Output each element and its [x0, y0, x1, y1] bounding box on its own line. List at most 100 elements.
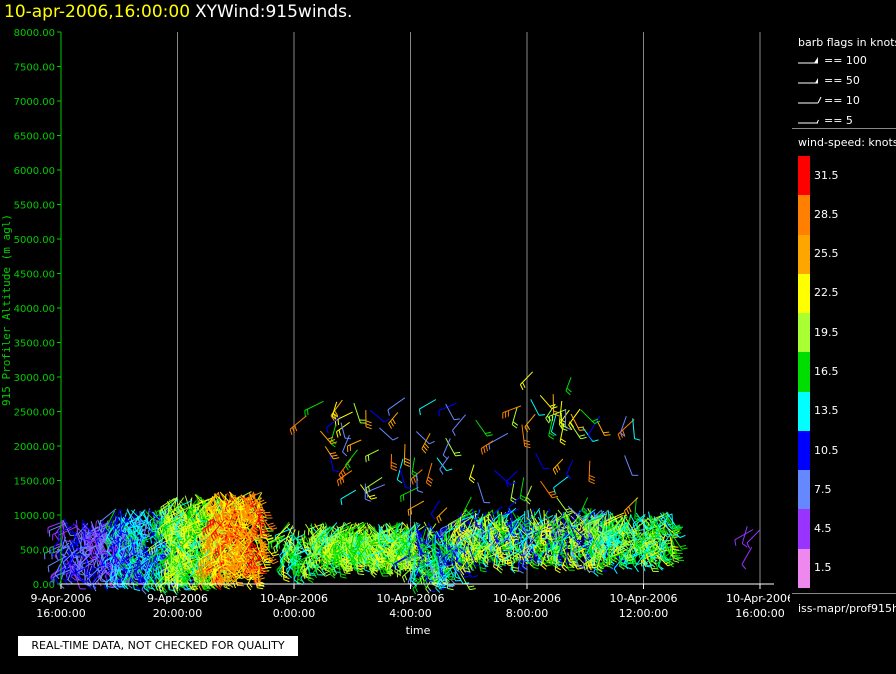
colorbar-label: 25.5: [814, 247, 839, 261]
wind-barb: [130, 538, 141, 555]
wind-barb: [225, 525, 235, 547]
wind-barb: [256, 534, 269, 551]
wind-barb: [390, 454, 397, 472]
wind-barb: [84, 541, 105, 558]
x-tick-time: 16:00:00: [735, 607, 784, 620]
y-tick-label: 5000.00: [14, 235, 55, 246]
wind-barb: [244, 565, 260, 579]
axes: [60, 32, 774, 585]
colorbar-swatch: [798, 352, 810, 393]
colorbar-swatch: [798, 195, 810, 236]
wind-barb: [65, 551, 76, 575]
wind-barb: [259, 502, 273, 519]
y-tick-label: 5500.00: [14, 201, 55, 212]
x-tick-date: 10-Apr-2006: [493, 592, 561, 605]
wind-barb: [127, 569, 134, 589]
flag-10-icon: [798, 96, 822, 104]
wind-barb: [97, 533, 112, 552]
wind-barb: [127, 521, 145, 535]
wind-barb: [47, 555, 67, 573]
wind-barb: [135, 556, 142, 578]
wind-barb: [120, 509, 127, 535]
wind-barb: [746, 529, 760, 549]
wind-barb: [230, 498, 238, 520]
wind-barb: [139, 535, 146, 557]
wind-barb: [178, 508, 188, 528]
wind-barb: [177, 545, 197, 559]
wind-barb: [118, 548, 126, 571]
speed-legend-title: wind-speed: knots: [798, 136, 896, 149]
colorbar-swatch: [798, 273, 810, 314]
wind-barb: [559, 400, 566, 426]
legend-panel: barb flags in knots == 100 == 50 == 10 =…: [792, 28, 896, 624]
wind-barb: [178, 553, 191, 574]
wind-barb: [344, 449, 358, 471]
legend-divider-bottom: [792, 593, 896, 594]
wind-barb: [92, 532, 105, 554]
grid-lines: [177, 32, 761, 584]
x-tick-time: 4:00:00: [389, 607, 431, 620]
wind-barb: [289, 415, 307, 436]
colorbar-swatch: [798, 548, 810, 589]
wind-barb: [365, 410, 372, 430]
wind-barb: [173, 549, 195, 564]
x-tick-date: 10-Apr-2006: [260, 592, 328, 605]
colorbar-label: 31.5: [814, 168, 839, 182]
wind-barb: [425, 462, 434, 487]
wind-barb: [566, 460, 574, 480]
wind-barb: [54, 522, 64, 540]
wind-barb: [617, 419, 635, 440]
wind-barb: [399, 467, 412, 489]
wind-barb: [212, 514, 226, 534]
wind-barb: [142, 510, 157, 532]
x-tick-time: 16:00:00: [36, 607, 85, 620]
wind-barb: [211, 564, 226, 578]
wind-barb: [53, 568, 72, 583]
wind-barb: [493, 469, 516, 486]
wind-barb: [243, 495, 254, 519]
wind-barb: [552, 458, 564, 475]
wind-barb: [624, 455, 639, 476]
wind-barb: [114, 565, 124, 588]
wind-barb: [92, 569, 108, 592]
wind-barb: [113, 509, 121, 531]
wind-barb: [379, 427, 399, 441]
wind-barb: [84, 526, 92, 550]
wind-barb: [114, 516, 125, 537]
wind-barb: [741, 526, 748, 548]
colorbar-swatch: [798, 470, 810, 510]
wind-barb: [157, 516, 174, 536]
x-tick-date: 10-Apr-2006: [726, 592, 790, 605]
wind-barb: [418, 399, 437, 416]
colorbar-swatch: [798, 430, 810, 471]
wind-barb: [244, 491, 262, 506]
wind-barb: [519, 477, 527, 502]
y-tick-label: 3500.00: [14, 339, 55, 350]
wind-barb: [304, 400, 324, 417]
y-tick-label: 6000.00: [14, 166, 55, 177]
wind-barb: [111, 522, 118, 541]
title-date: 10-apr-2006,16:00:00: [4, 2, 191, 22]
colorbar-label: 4.5: [814, 522, 832, 536]
x-tick-date: 10-Apr-2006: [609, 592, 677, 605]
wind-barb: [250, 517, 259, 537]
wind-barb: [170, 547, 178, 572]
wind-barb: [334, 411, 353, 427]
x-tick-date: 9-Apr-2006: [30, 592, 91, 605]
quality-note: REAL-TIME DATA, NOT CHECKED FOR QUALITY: [18, 636, 298, 656]
colorbar-swatch: [798, 509, 810, 550]
wind-barb: [165, 528, 183, 543]
wind-barbs: [44, 371, 760, 596]
wind-barb: [131, 509, 149, 522]
wind-barb: [588, 460, 595, 485]
wind-barb: [438, 402, 457, 417]
wind-barb: [63, 518, 78, 534]
barb-legend-title: barb flags in knots: [798, 36, 896, 49]
colorbar-label: 7.5: [814, 482, 832, 496]
wind-barb: [81, 523, 92, 541]
y-tick-label: 1000.00: [14, 511, 55, 522]
wind-barb: [148, 536, 167, 555]
colorbar-label: 1.5: [814, 561, 832, 575]
wind-barb: [535, 452, 550, 470]
wind-barb: [553, 475, 570, 494]
